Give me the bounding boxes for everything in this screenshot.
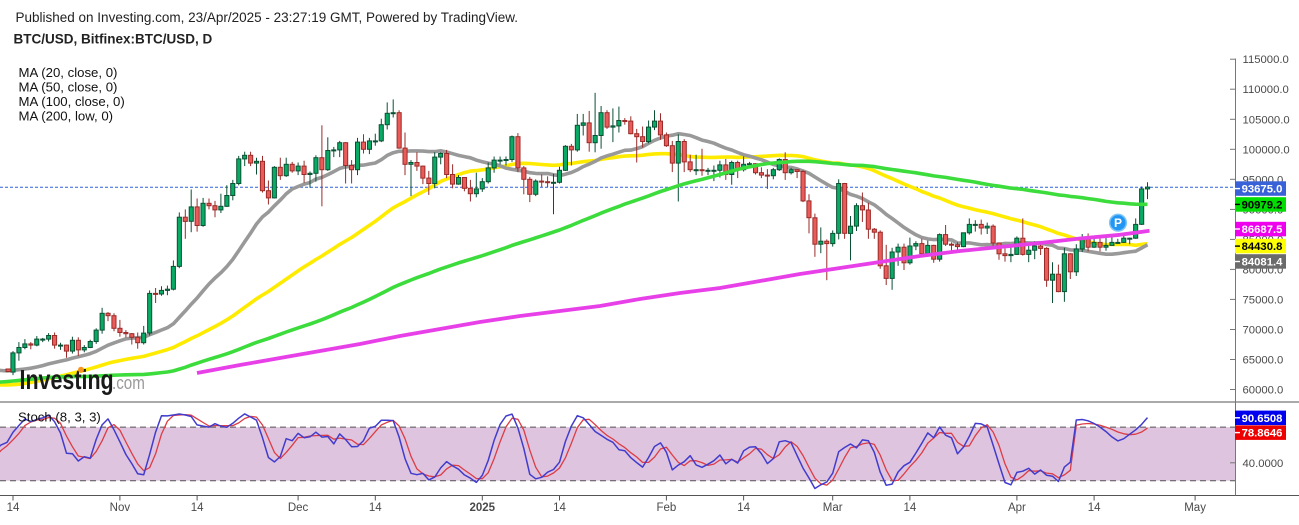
svg-text:60000.0: 60000.0 — [1243, 385, 1284, 397]
svg-text:Feb: Feb — [656, 502, 676, 514]
svg-text:115000.0: 115000.0 — [1243, 54, 1289, 66]
svg-text:Mar: Mar — [823, 502, 843, 514]
svg-text:.com: .com — [112, 373, 145, 394]
svg-text:BTC/USD, Bitfinex:BTC/USD, D: BTC/USD, Bitfinex:BTC/USD, D — [14, 32, 213, 47]
svg-text:78.8646: 78.8646 — [1242, 428, 1283, 440]
svg-text:Nov: Nov — [110, 502, 131, 514]
svg-text:Investing: Investing — [20, 366, 114, 396]
svg-text:75000.0: 75000.0 — [1243, 294, 1284, 306]
svg-text:14: 14 — [904, 502, 917, 514]
svg-text:May: May — [1184, 502, 1206, 514]
svg-text:84081.4: 84081.4 — [1242, 257, 1284, 269]
svg-text:MA (20, close, 0): MA (20, close, 0) — [19, 65, 118, 80]
svg-text:P: P — [1114, 216, 1122, 230]
svg-text:90.6508: 90.6508 — [1242, 413, 1283, 425]
svg-text:MA (50, close, 0): MA (50, close, 0) — [19, 80, 118, 95]
svg-text:105000.0: 105000.0 — [1243, 114, 1290, 126]
svg-text:Published on Investing.com, 23: Published on Investing.com, 23/Apr/2025 … — [16, 10, 519, 25]
svg-text:Stoch (8, 3, 3): Stoch (8, 3, 3) — [18, 410, 101, 425]
svg-text:84430.8: 84430.8 — [1242, 241, 1283, 253]
svg-text:14: 14 — [7, 502, 20, 514]
svg-text:110000.0: 110000.0 — [1243, 84, 1289, 96]
svg-text:100000.0: 100000.0 — [1243, 144, 1290, 156]
svg-text:93675.0: 93675.0 — [1242, 184, 1283, 196]
svg-text:70000.0: 70000.0 — [1243, 325, 1284, 337]
svg-text:90979.2: 90979.2 — [1242, 199, 1283, 211]
svg-text:65000.0: 65000.0 — [1243, 355, 1284, 367]
svg-text:14: 14 — [553, 502, 566, 514]
svg-text:14: 14 — [737, 502, 750, 514]
svg-text:Apr: Apr — [1008, 502, 1026, 514]
svg-text:86687.5: 86687.5 — [1242, 224, 1283, 236]
svg-text:MA (200, low, 0): MA (200, low, 0) — [19, 109, 114, 124]
svg-text:14: 14 — [369, 502, 382, 514]
svg-text:40.0000: 40.0000 — [1243, 458, 1284, 470]
svg-text:2025: 2025 — [470, 502, 496, 514]
svg-text:14: 14 — [1088, 502, 1101, 514]
svg-text:14: 14 — [191, 502, 204, 514]
svg-text:Dec: Dec — [288, 502, 309, 514]
svg-text:MA (100, close, 0): MA (100, close, 0) — [19, 94, 125, 109]
